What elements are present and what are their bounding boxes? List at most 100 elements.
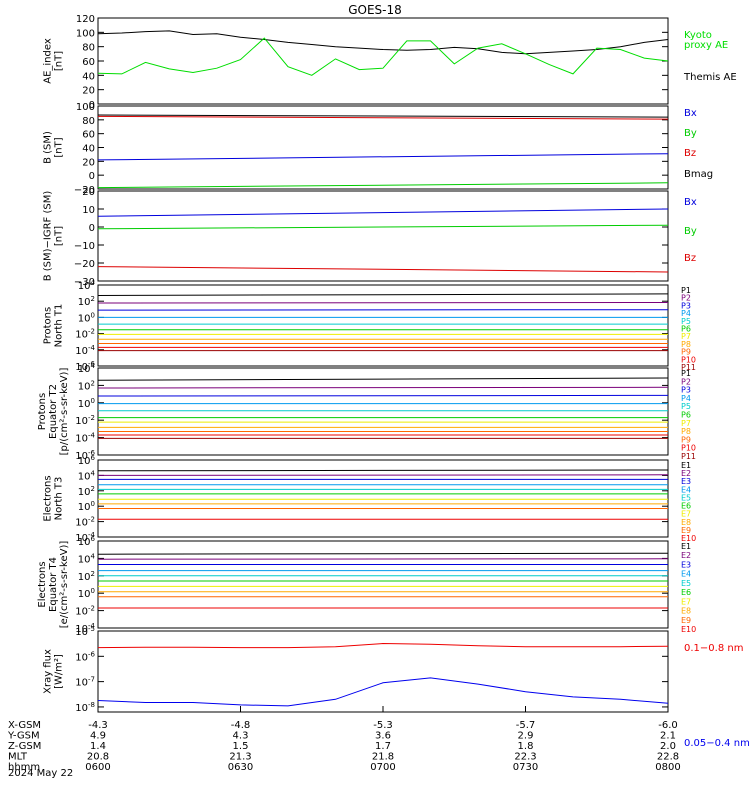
legend-entry: E4 (681, 570, 691, 579)
y-tick-label: 10 (82, 205, 95, 216)
legend-entry: P7 (681, 332, 691, 341)
x-axis-value: 0630 (228, 762, 253, 773)
x-axis-value: -4.8 (231, 720, 251, 731)
series-line-p3 (97, 394, 669, 397)
y-tick-label: 10-6 (75, 650, 95, 663)
x-axis-value: 0700 (370, 762, 395, 773)
x-axis-value: 1.7 (375, 741, 391, 752)
y-axis-label: Equator T4 (48, 557, 59, 612)
y-axis-label: North T3 (54, 477, 65, 521)
legend-entry: P1 (681, 286, 691, 295)
y-axis-label: [nT] (54, 226, 65, 246)
y-tick-label: 106 (78, 454, 96, 467)
y-axis-label: B (SM)−IGRF (SM) (43, 191, 54, 282)
y-tick-label-exp: 4 (91, 469, 96, 477)
y-axis-label: [p/(cm²-s-sr-keV)] (59, 368, 70, 456)
y-tick-label: 120 (76, 14, 95, 25)
legend-entry: P6 (681, 325, 691, 334)
legend-entry: Bx (684, 197, 697, 208)
y-tick-label: 106 (78, 535, 96, 548)
legend-entry: E9 (681, 616, 691, 625)
legend-entry: E8 (681, 607, 691, 616)
legend-entry: P4 (681, 309, 691, 318)
x-axis-value: 20.8 (87, 752, 109, 763)
y-tick-label: 60 (82, 57, 95, 68)
x-axis-value: 2.1 (660, 731, 676, 742)
y-axis-label: Protons (37, 393, 48, 430)
y-tick-label: 10-5 (75, 625, 95, 638)
y-tick-label-exp: 2 (91, 570, 95, 578)
series-line-by (97, 224, 669, 230)
x-axis-value: 2.0 (660, 741, 676, 752)
legend-entry: P8 (681, 340, 691, 349)
y-axis-label: North T1 (54, 304, 65, 348)
x-axis-value: 1.4 (90, 741, 106, 752)
y-tick-label: 20 (82, 187, 95, 198)
x-axis-row-label: Z-GSM (8, 741, 41, 752)
x-axis-value: 0600 (85, 762, 110, 773)
legend-entry: E10 (681, 625, 696, 634)
y-axis-label: Protons (43, 307, 54, 344)
y-tick-label-exp: -4 (88, 344, 96, 352)
y-tick-label-exp: -4 (88, 432, 96, 440)
y-tick-label: 10-2 (75, 328, 95, 341)
y-tick-label: 100 (76, 102, 95, 113)
series-line-by (97, 182, 669, 189)
y-axis-label: Xray flux (43, 649, 54, 694)
panel-frame (97, 367, 669, 456)
x-axis-value: 21.8 (372, 752, 394, 763)
y-tick-label: 20 (82, 86, 95, 97)
x-axis-value: 4.9 (90, 731, 106, 742)
legend-entry: E3 (681, 477, 691, 486)
series-line-kyoto-proxy-ae (97, 37, 669, 76)
y-tick-label-exp: -2 (88, 516, 95, 524)
series-line-e1 (97, 469, 669, 472)
panel-frame (97, 17, 669, 105)
y-tick-label-exp: -6 (88, 449, 96, 457)
x-axis-value: 22.8 (657, 752, 679, 763)
legend-entry: E7 (681, 510, 691, 519)
x-axis-value: 22.3 (514, 752, 536, 763)
y-tick-label: 102 (78, 295, 95, 308)
x-axis-value: 4.3 (233, 731, 249, 742)
panel-xray: 10-8 10-7 10-6 10-5 Xray flux [W/m²] 0.1−0.8 n… (43, 625, 750, 749)
x-axis-row-label: Y-GSM (7, 731, 40, 742)
x-axis-value: 0730 (513, 762, 538, 773)
series-line-p2 (97, 302, 669, 304)
legend-entry: P2 (681, 377, 691, 386)
panel-bsm: −20 0 20 40 60 80 100 B (SM) [nT] Bx By Bz Bmag (43, 102, 714, 196)
y-tick-label: 104 (78, 469, 96, 482)
x-axis-value: -4.3 (88, 720, 108, 731)
panel-frame (97, 190, 669, 282)
y-tick-label-exp: -6 (88, 360, 96, 368)
y-tick-label: 80 (82, 43, 95, 54)
legend-entry: Bmag (684, 169, 713, 180)
series-line-e2 (97, 474, 669, 476)
legend-entry: Bz (684, 253, 696, 264)
legend-entry: P2 (681, 294, 691, 303)
x-axis-value: 0800 (655, 762, 680, 773)
y-tick-label: 10-2 (75, 414, 95, 427)
series-line-bx (97, 208, 669, 217)
y-tick-label: 10-7 (75, 676, 95, 689)
legend-entry: proxy AE (684, 40, 728, 51)
y-tick-label: 102 (78, 485, 95, 498)
y-tick-label-exp: -2 (88, 605, 95, 613)
legend-entry: E2 (681, 551, 691, 560)
y-tick-label: 100 (78, 397, 95, 410)
y-tick-label-exp: -6 (88, 650, 96, 658)
y-axis-label: Electrons (37, 561, 48, 607)
x-axis-value: 3.6 (375, 731, 391, 742)
legend-entry: Bx (684, 108, 697, 119)
legend-entry: E1 (681, 542, 691, 551)
y-tick-label-exp: 0 (91, 311, 95, 319)
legend-entry: P5 (681, 317, 691, 326)
x-axis-row-label: MLT (8, 752, 28, 763)
y-tick-label: 10-2 (75, 605, 95, 618)
x-axis-value: 1.8 (518, 741, 534, 752)
